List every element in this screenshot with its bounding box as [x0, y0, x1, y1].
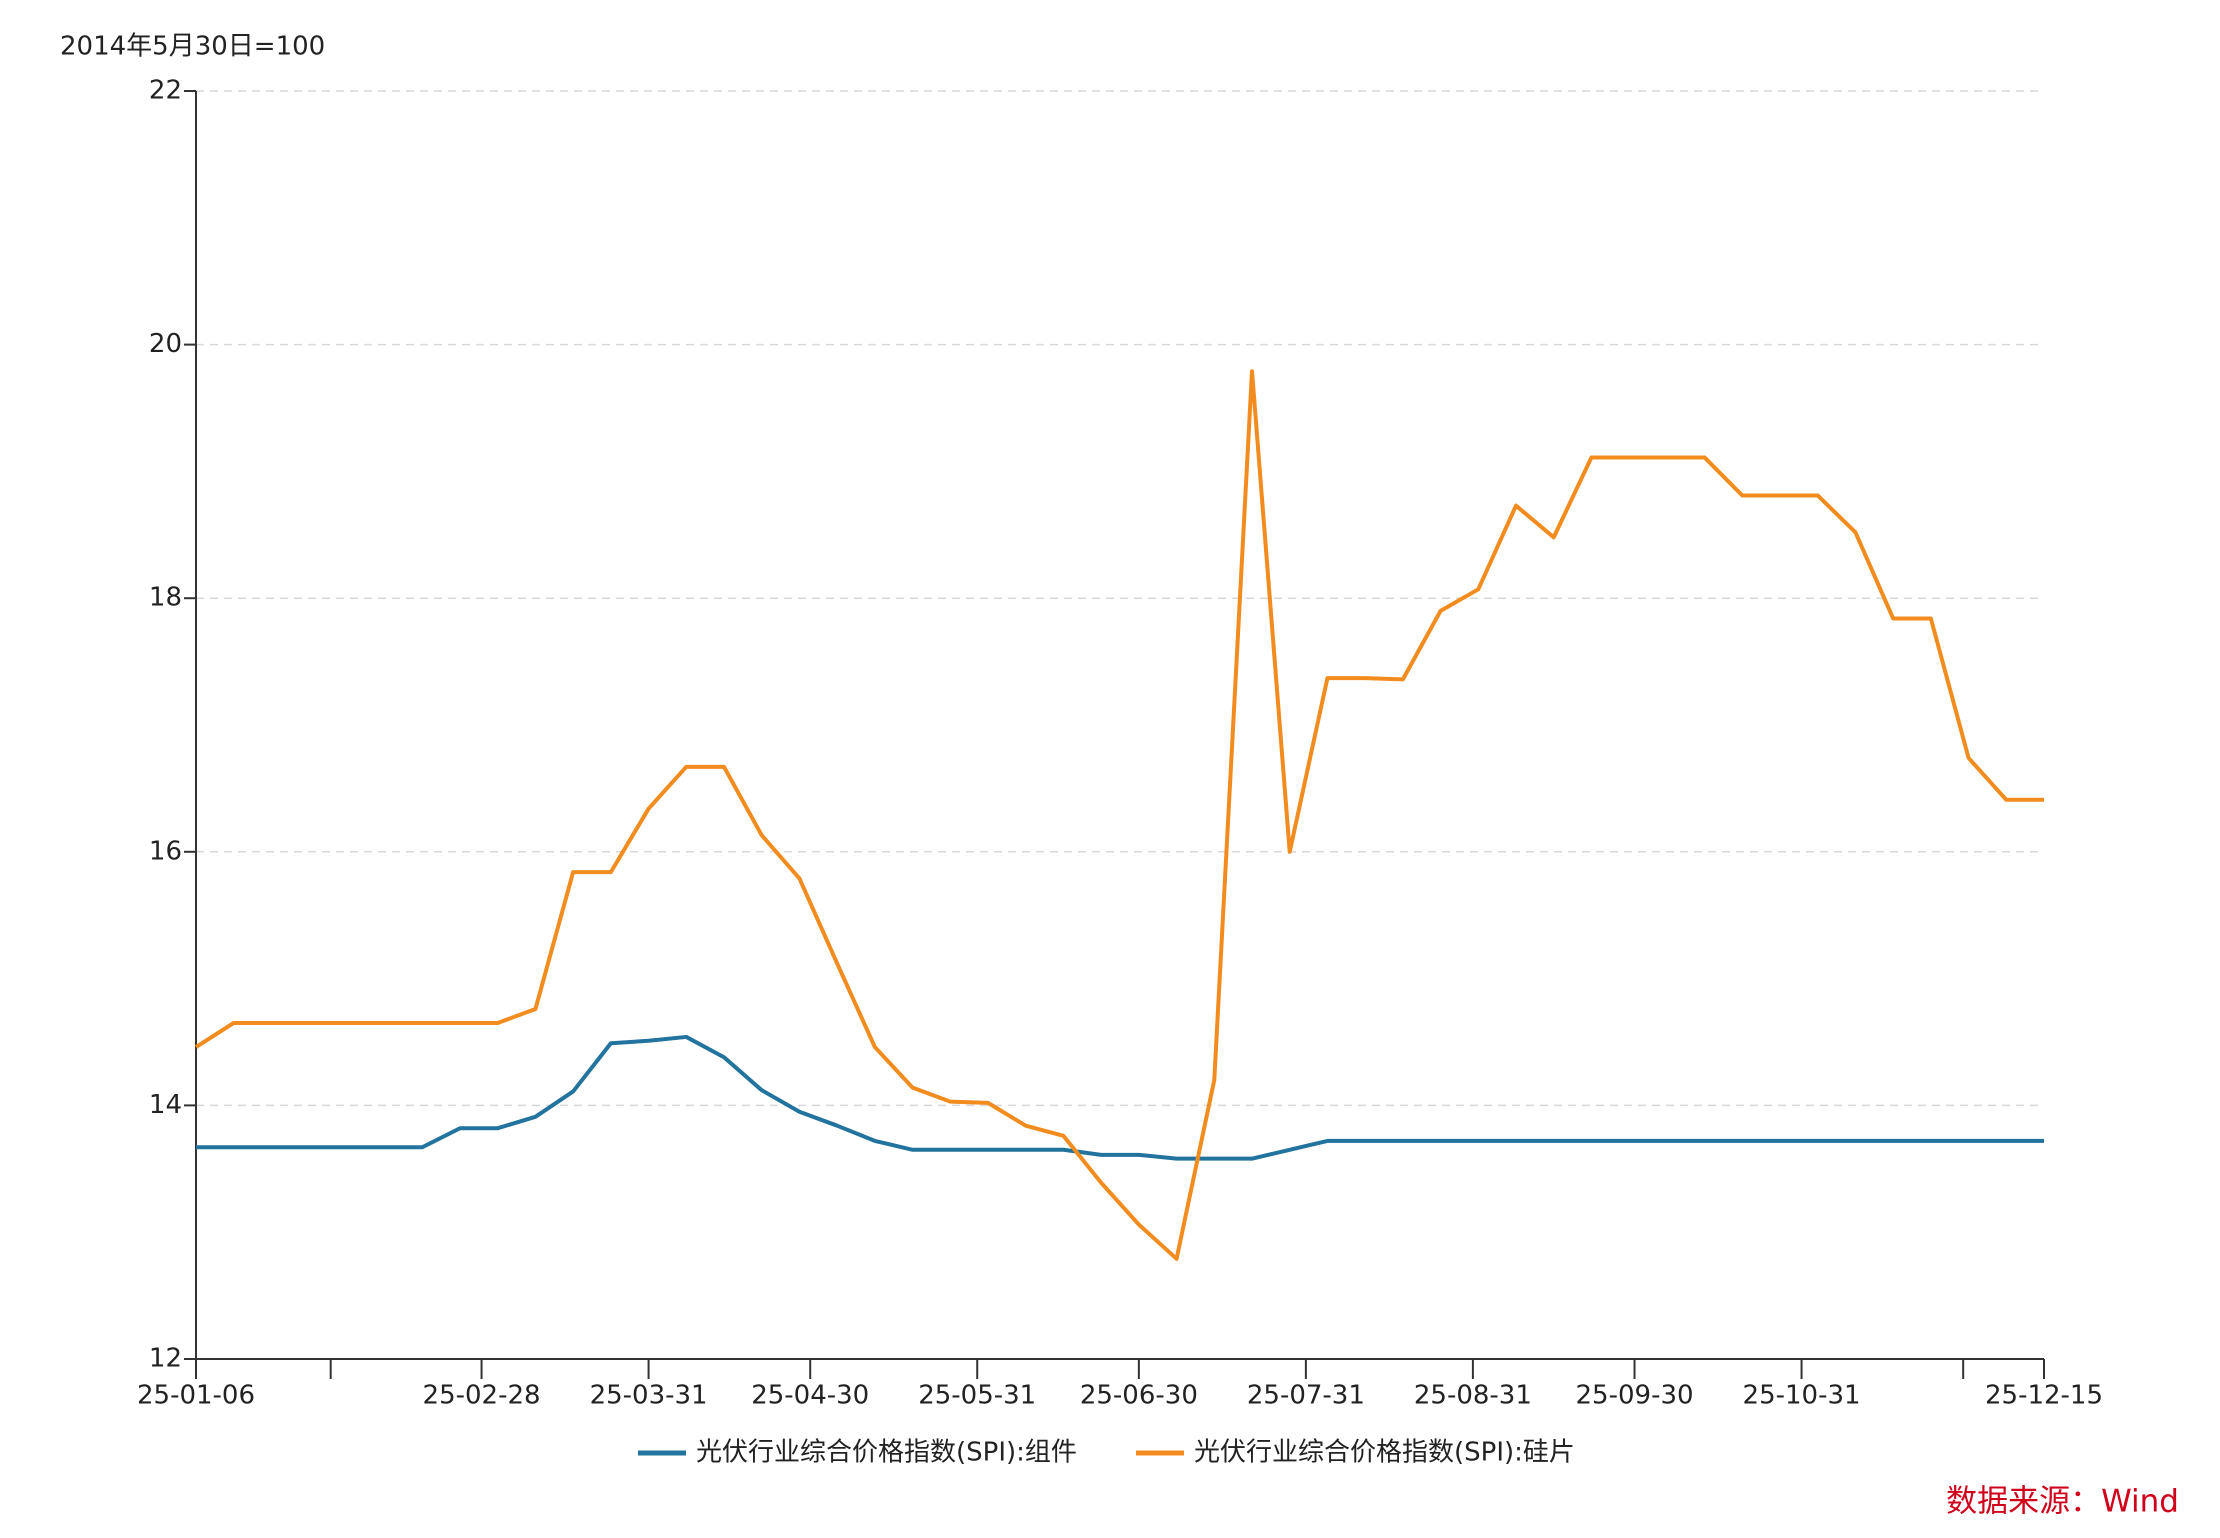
y-tick-label: 20: [149, 329, 182, 359]
legend-label: 光伏行业综合价格指数(SPI):组件: [696, 1438, 1077, 1468]
x-tick-label: 25-01-06: [137, 1381, 255, 1411]
x-tick-label: 25-05-31: [918, 1381, 1036, 1411]
y-tick-label: 16: [149, 836, 182, 866]
series-line: [196, 1034, 2044, 1161]
x-tick-label: 25-04-30: [751, 1381, 869, 1411]
legend-label: 光伏行业综合价格指数(SPI):硅片: [1194, 1438, 1575, 1468]
x-tick-label: 25-09-30: [1576, 1381, 1694, 1411]
x-tick-label: 25-12-15: [1985, 1381, 2103, 1411]
x-tick-label: 25-08-31: [1414, 1381, 1532, 1411]
y-tick-label: 14: [149, 1090, 182, 1120]
y-tick-label: 22: [149, 76, 182, 106]
x-tick-label: 25-06-30: [1080, 1381, 1198, 1411]
y-tick-label: 12: [149, 1344, 182, 1374]
x-tick-label: 25-02-28: [423, 1381, 541, 1411]
source: 数据来源：Wind: [1946, 1484, 2179, 1520]
x-tick-label: 25-10-31: [1743, 1381, 1861, 1411]
x-tick-label: 25-03-31: [590, 1381, 708, 1411]
x-tick-label: 25-07-31: [1247, 1381, 1365, 1411]
y-tick-label: 18: [149, 583, 182, 613]
unit-label: 2014年5月30日=100: [60, 32, 325, 62]
series-line: [194, 369, 2044, 1261]
